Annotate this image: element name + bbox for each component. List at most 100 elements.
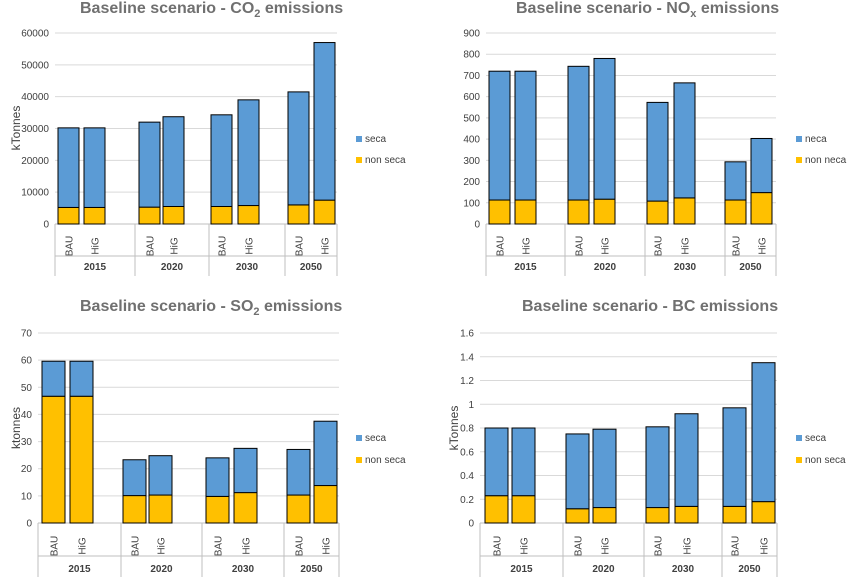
bar-seca <box>83 127 106 208</box>
x-group-label: 2030 <box>232 564 255 575</box>
bar-neca <box>646 101 669 202</box>
x-tick-label: HiG <box>91 237 102 254</box>
y-tick-label: 500 <box>463 113 480 124</box>
bar-seca <box>722 407 747 507</box>
y-tick-label: 1.4 <box>460 352 474 363</box>
y-tick-label: 700 <box>463 71 480 82</box>
y-tick-label: 40 <box>21 410 33 421</box>
bar-seca <box>148 455 173 496</box>
x-group-label: 2020 <box>594 262 617 273</box>
bar-non-seca <box>122 495 147 524</box>
y-tick-label: 30 <box>21 437 33 448</box>
bar-neca <box>593 57 616 200</box>
y-tick-label: 50 <box>21 383 33 394</box>
legend-label: non seca <box>365 455 406 466</box>
y-tick-label: 70 <box>21 329 33 340</box>
x-tick-label: HiG <box>78 537 89 554</box>
legend-swatch <box>796 435 802 441</box>
y-tick-label: 0 <box>43 220 49 231</box>
bar-non-neca <box>514 199 537 225</box>
bar-neca <box>567 65 590 201</box>
bar-seca <box>210 114 233 207</box>
x-tick-label: BAU <box>654 236 665 257</box>
bar-seca <box>233 447 258 494</box>
bar-non-neca <box>646 200 669 225</box>
bar-non-seca <box>592 507 617 524</box>
bar-seca <box>237 99 260 207</box>
bar-non-seca <box>565 508 590 524</box>
bar-non-seca <box>162 205 185 225</box>
x-group-label: 2015 <box>84 262 107 273</box>
chart-title-co2: Baseline scenario - CO2 emissions <box>80 0 344 21</box>
y-tick-label: 1 <box>468 400 474 411</box>
x-tick-label: BAU <box>131 536 142 557</box>
chart-title-nox: Baseline scenario - NOx emissions <box>516 0 780 21</box>
y-tick-label: 200 <box>463 177 480 188</box>
x-tick-label: BAU <box>214 536 225 557</box>
y-tick-label: 0 <box>468 519 474 530</box>
y-tick-label: 0.6 <box>460 447 474 458</box>
legend-swatch <box>796 136 802 142</box>
x-tick-label: BAU <box>218 236 229 257</box>
bar-seca <box>162 116 185 207</box>
y-tick-label: 0 <box>474 220 480 231</box>
bar-non-seca <box>484 495 509 524</box>
x-tick-label: HiG <box>157 537 168 554</box>
bar-non-seca <box>313 199 336 225</box>
bar-non-seca <box>205 495 230 524</box>
y-tick-label: 600 <box>463 92 480 103</box>
y-tick-label: 0.8 <box>460 424 474 435</box>
x-tick-label: BAU <box>50 536 61 557</box>
bar-non-neca <box>724 199 747 225</box>
legend-label: seca <box>365 433 387 444</box>
x-tick-label: HiG <box>520 537 531 554</box>
bar-neca <box>514 70 537 201</box>
x-tick-label: BAU <box>654 536 665 557</box>
x-group-label: 2050 <box>300 564 323 575</box>
bar-non-neca <box>567 199 590 225</box>
bar-non-seca <box>511 495 536 524</box>
legend-swatch <box>796 457 802 463</box>
legend-label: seca <box>805 433 827 444</box>
bar-seca <box>41 360 66 397</box>
y-tick-label: 900 <box>463 29 480 40</box>
x-tick-label: BAU <box>493 536 504 557</box>
y-tick-label: 100 <box>463 198 480 209</box>
y-tick-label: 0 <box>26 519 32 530</box>
x-group-label: 2020 <box>592 564 615 575</box>
x-group-label: 2015 <box>514 262 537 273</box>
x-group-label: 2050 <box>739 262 762 273</box>
legend-swatch <box>796 157 802 163</box>
bar-non-seca <box>83 206 106 225</box>
x-tick-label: BAU <box>295 236 306 257</box>
x-tick-label: HiG <box>760 537 771 554</box>
y-tick-label: 800 <box>463 50 480 61</box>
y-tick-label: 60000 <box>21 29 49 40</box>
bar-seca <box>751 362 776 503</box>
legend-label: non seca <box>365 155 406 166</box>
bar-non-seca <box>751 501 776 524</box>
legend-label: non neca <box>805 155 847 166</box>
x-tick-label: HiG <box>245 237 256 254</box>
legend-swatch <box>356 435 362 441</box>
y-tick-label: 1.2 <box>460 376 474 387</box>
bar-non-neca <box>750 192 773 225</box>
bar-non-neca <box>593 198 616 225</box>
bar-non-seca <box>313 485 338 524</box>
legend-label: neca <box>805 134 827 145</box>
bar-seca <box>313 420 338 487</box>
x-group-label: 2030 <box>236 262 259 273</box>
y-tick-label: 0.4 <box>460 471 474 482</box>
y-tick-label: 10 <box>21 491 33 502</box>
y-tick-label: 1.6 <box>460 329 474 340</box>
x-tick-label: HiG <box>681 237 692 254</box>
bar-seca <box>511 427 536 497</box>
bar-seca <box>592 428 617 509</box>
x-tick-label: BAU <box>65 236 76 257</box>
x-group-label: 2015 <box>68 564 91 575</box>
bar-non-seca <box>237 205 260 225</box>
y-tick-label: 10000 <box>21 188 49 199</box>
bar-non-seca <box>645 507 670 524</box>
bar-neca <box>724 161 747 201</box>
